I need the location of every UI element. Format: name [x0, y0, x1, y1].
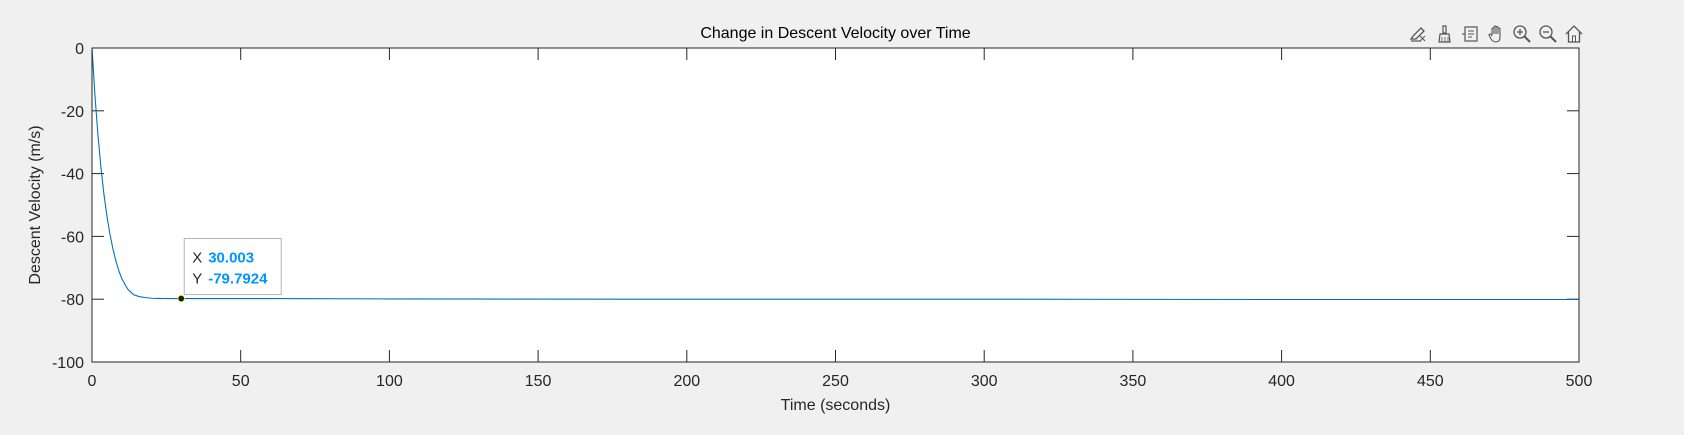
pan-button[interactable] [1484, 22, 1508, 46]
series-line [91, 47, 1579, 301]
datatip-x-label: X [192, 250, 202, 267]
axes-toolbar [1406, 22, 1586, 46]
pan-hand-icon [1488, 25, 1501, 43]
edit-plot-button[interactable] [1406, 22, 1430, 46]
x-tick-label: 350 [1120, 373, 1147, 390]
axes-background[interactable] [92, 48, 1579, 362]
brush-button[interactable] [1432, 22, 1456, 46]
axes-frame [91, 47, 1580, 363]
zoom-in-button[interactable] [1510, 22, 1534, 46]
x-tick-label: 450 [1417, 373, 1444, 390]
y-tick-label: -60 [61, 229, 84, 246]
x-tick-label: 300 [971, 373, 998, 390]
y-tick-label: -40 [61, 167, 84, 184]
x-tick-label: 150 [525, 373, 552, 390]
x-tick-label: 500 [1566, 373, 1593, 390]
x-tick-label: 0 [88, 373, 97, 390]
home-restore-icon [1565, 25, 1583, 43]
x-axis-label: Time (seconds) [781, 397, 891, 414]
x-tick-label: 250 [822, 373, 849, 390]
series-group [91, 47, 1579, 301]
zoom-out-icon [1539, 25, 1557, 43]
datatip-y-label: Y [192, 271, 202, 288]
y-tick-label: -20 [61, 104, 84, 121]
zoom-in-icon [1513, 25, 1531, 43]
datatip-box [183, 238, 282, 296]
axis-ticks: 0 50 100 150 200 250 300 350 400 450 500 0 -20 -40 -60… [52, 41, 1592, 390]
datatip-x-value: 30.003 [208, 250, 254, 267]
data-tips-button[interactable] [1458, 22, 1482, 46]
x-tick-label: 50 [232, 373, 250, 390]
y-tick-label: 0 [75, 41, 84, 58]
zoom-out-button[interactable] [1536, 22, 1560, 46]
restore-view-button[interactable] [1562, 22, 1586, 46]
y-tick-label: -80 [61, 292, 84, 309]
x-tick-label: 400 [1268, 373, 1295, 390]
data-tips-icon [1462, 26, 1478, 42]
brush-icon [1438, 25, 1451, 43]
datatip-y-value: -79.7924 [208, 271, 268, 288]
edit-plot-icon [1409, 27, 1426, 42]
x-tick-label: 200 [673, 373, 700, 390]
y-axis-label: Descent Velocity (m/s) [27, 125, 44, 284]
datatip-marker [177, 295, 185, 303]
chart-title: Change in Descent Velocity over Time [700, 25, 970, 42]
x-tick-label: 100 [376, 373, 403, 390]
data-tip[interactable]: X 30.003 Y -79.7924 [177, 238, 282, 303]
y-tick-label: -100 [52, 355, 84, 372]
